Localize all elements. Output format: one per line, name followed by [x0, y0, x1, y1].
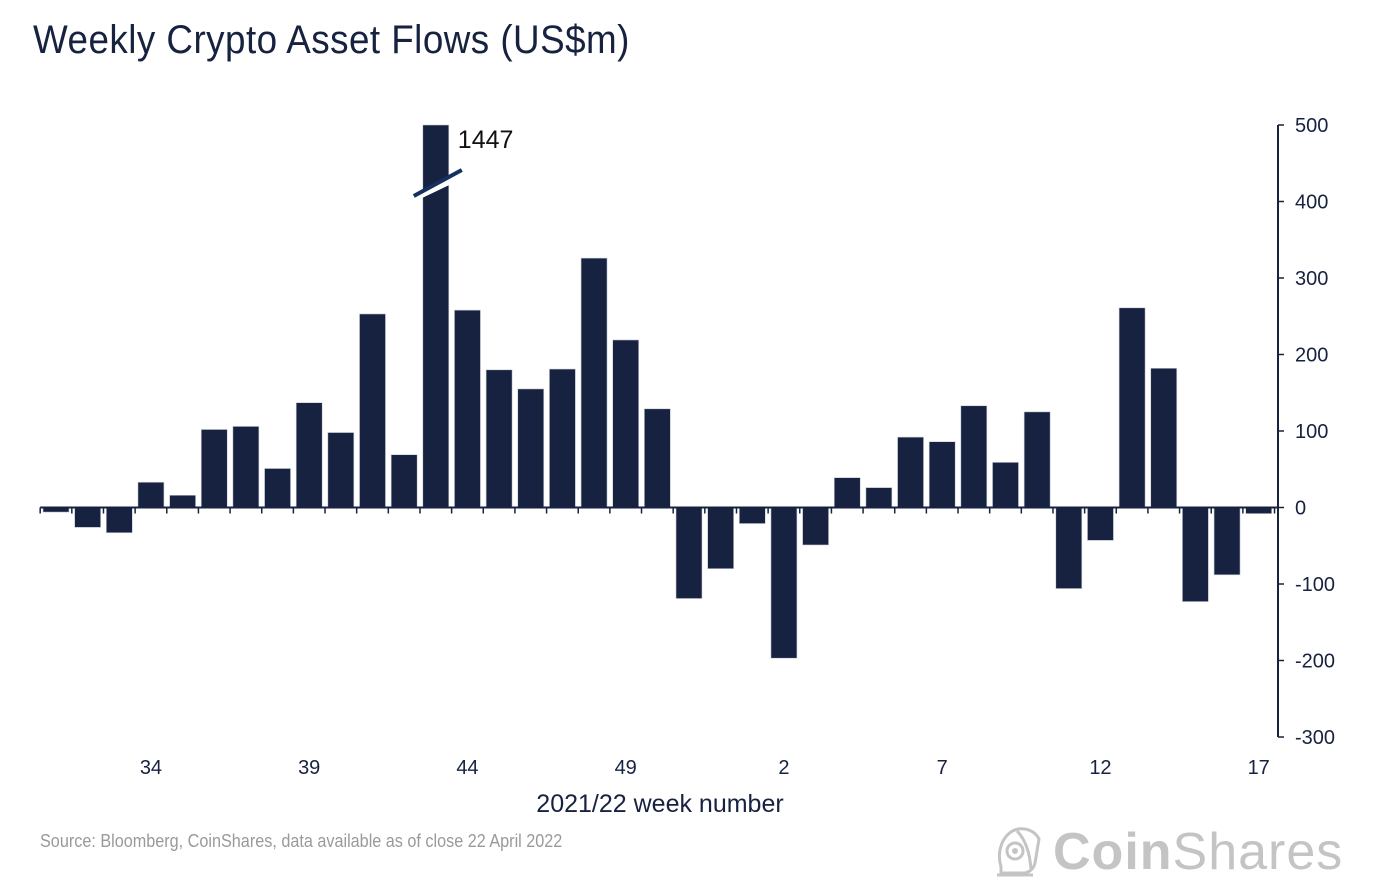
bar-week-37: [232, 426, 260, 508]
x-tick-label: 12: [1089, 757, 1111, 779]
bar-week-39: [295, 402, 323, 508]
bar-week-34: [137, 481, 165, 508]
x-tick-label: 17: [1248, 757, 1270, 779]
coinshares-logo: Coin Shares: [995, 820, 1343, 884]
annotations: 1447: [412, 126, 514, 201]
bar-week-48: [580, 257, 608, 508]
y-tick-label: 400: [1295, 192, 1328, 214]
bar-week-49: [612, 339, 640, 508]
y-tick-label: -300: [1295, 727, 1335, 749]
bar-week-15: [1182, 507, 1209, 602]
bar-week-9: [992, 462, 1019, 508]
y-tick-label: -200: [1295, 651, 1335, 673]
x-axis: 34 39 44 49 2 7 12 17: [39, 506, 1278, 779]
y-axis: 500 400 300 200 100 0 -100 -200 -300: [1277, 115, 1335, 749]
bar-week-35: [169, 494, 196, 508]
y-tick-label: 200: [1295, 345, 1328, 367]
bar-week-6: [897, 436, 924, 508]
bar-week-44: [454, 309, 481, 508]
bar-week-40: [327, 432, 355, 508]
bar-week-5: [865, 487, 893, 508]
bar-week-36: [200, 429, 228, 508]
axis-break-mark: [412, 168, 463, 198]
bar-week-41: [359, 313, 386, 508]
source-note: Source: Bloomberg, CoinShares, data avai…: [40, 831, 563, 851]
bar-week-38: [264, 468, 291, 508]
bar-week-2: [770, 507, 798, 659]
bar-week-47: [549, 368, 576, 508]
y-tick-label: 500: [1295, 115, 1328, 137]
bar-week-8: [960, 405, 988, 508]
bar-week-10: [1023, 411, 1051, 508]
bar-week-45: [485, 369, 513, 508]
y-tick-label: 100: [1295, 421, 1328, 443]
x-tick-label: 2: [778, 757, 789, 779]
bar-week-52: [707, 507, 734, 570]
bar-week-1: [738, 507, 766, 524]
bar-week-12: [1087, 507, 1114, 541]
bar-week-4: [833, 477, 861, 508]
bar-week-42: [390, 454, 418, 508]
x-tick-label: 39: [298, 757, 320, 779]
x-axis-title: 2021/22 week number: [536, 790, 783, 818]
bar-week-11: [1055, 507, 1083, 589]
bar-week-3: [802, 507, 829, 546]
bar-week-33: [106, 507, 133, 534]
bars-group: [42, 124, 1272, 659]
helmet-icon: [997, 827, 1041, 877]
x-tick-label: 7: [937, 757, 948, 779]
bar-week-51: [675, 507, 703, 599]
bar-week-14: [1150, 367, 1178, 508]
logo-text-shares: Shares: [1172, 823, 1344, 881]
y-tick-label: -100: [1295, 574, 1335, 596]
bar-week-7: [928, 441, 956, 508]
x-tick-label: 44: [456, 757, 478, 779]
y-tick-label: 0: [1295, 498, 1306, 520]
bar-week-16: [1213, 507, 1241, 576]
x-tick-label: 34: [140, 757, 162, 779]
y-tick-label: 300: [1295, 268, 1328, 290]
bar-week-46: [517, 388, 545, 508]
x-tick-label: 49: [615, 757, 637, 779]
bar-week-32: [74, 507, 101, 528]
data-label-1447: 1447: [458, 126, 514, 154]
bar-week-13: [1118, 307, 1146, 508]
chart-title: Weekly Crypto Asset Flows (US$m): [33, 18, 630, 62]
bar-week-50: [644, 408, 671, 508]
logo-text-coin: Coin: [1053, 823, 1173, 881]
